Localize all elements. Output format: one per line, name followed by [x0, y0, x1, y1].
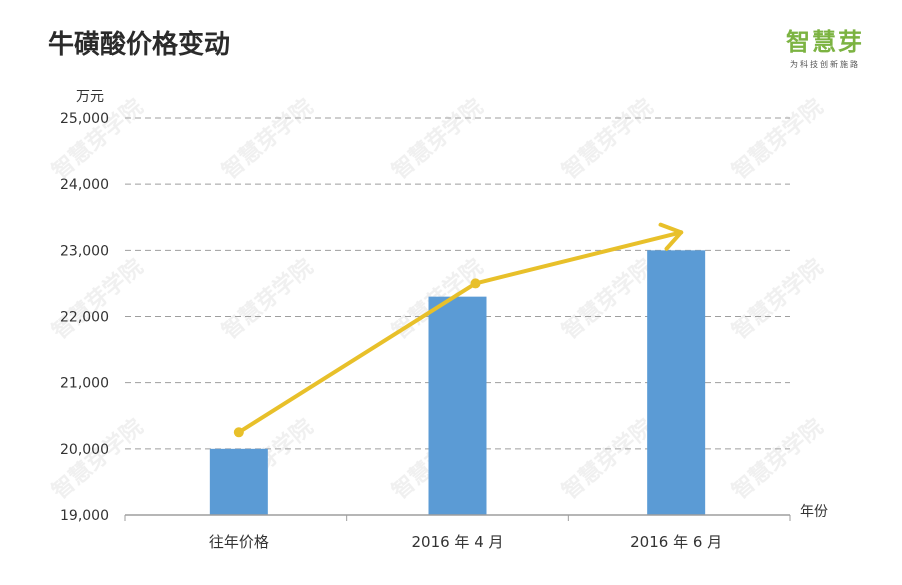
trend-arrow: [233, 222, 684, 438]
y-axis: 19,000 20,000 21,000 22,000 23,000 24,000 25,0…: [60, 111, 109, 524]
watermark: 智慧芽学院: [557, 254, 658, 345]
y-tick-label: 21,000: [60, 376, 109, 392]
logo-slogan: 为科技创新施路: [790, 60, 860, 69]
y-tick-label: 24,000: [60, 177, 109, 193]
y-axis-unit: 万元: [76, 89, 104, 105]
x-tick-label: 2016 年 4 月: [411, 533, 503, 551]
watermark: 智慧芽学院: [557, 414, 658, 505]
trend-arrowhead: [658, 222, 684, 251]
y-tick-label: 22,000: [60, 310, 109, 326]
y-tick-label: 23,000: [60, 243, 109, 259]
watermark: 智慧芽学院: [47, 414, 148, 505]
watermark: 智慧芽学院: [217, 94, 318, 185]
watermark: 智慧芽学院: [217, 254, 318, 345]
watermark: 智慧芽学院: [727, 94, 828, 185]
brand-logo: 智慧芽 为科技创新施路: [786, 22, 864, 70]
page-title: 牛磺酸价格变动: [48, 30, 231, 60]
x-tick-label: 往年价格: [209, 533, 269, 551]
bar: [428, 296, 487, 515]
y-tick-label: 19,000: [60, 508, 109, 524]
watermark: 智慧芽学院: [557, 94, 658, 185]
bars: [209, 250, 706, 516]
trend-point: [470, 278, 481, 289]
watermark: 智慧芽学院: [47, 254, 148, 345]
logo-name: 智慧芽: [786, 28, 864, 56]
watermark: 智慧芽学院: [387, 94, 488, 185]
x-tick-label: 2016 年 6 月: [630, 533, 722, 551]
x-axis-unit: 年份: [800, 504, 828, 520]
bar: [647, 250, 706, 516]
bar: [209, 448, 268, 515]
y-tick-label: 20,000: [60, 442, 109, 458]
watermark: 智慧芽学院: [727, 254, 828, 345]
trend-point: [233, 427, 244, 438]
x-axis: 往年价格 2016 年 4 月 2016 年 6 月: [124, 514, 791, 551]
watermark: 智慧芽学院: [727, 414, 828, 505]
watermark: 智慧芽学院: [47, 94, 148, 185]
y-tick-label: 25,000: [60, 111, 109, 127]
